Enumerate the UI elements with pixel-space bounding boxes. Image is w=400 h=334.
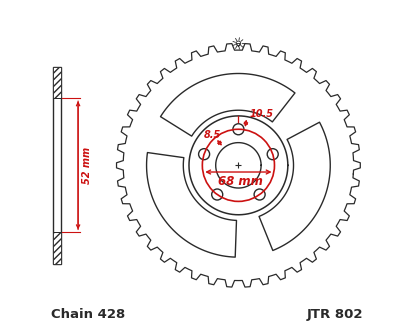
Polygon shape [53,67,61,264]
Text: 8.5: 8.5 [204,130,221,140]
Circle shape [212,189,223,200]
Circle shape [233,124,244,135]
Polygon shape [53,232,61,264]
Polygon shape [216,143,261,188]
Polygon shape [189,116,288,215]
Circle shape [198,149,210,160]
Text: JTR 802: JTR 802 [307,308,364,321]
Text: 10.5: 10.5 [250,109,274,119]
Polygon shape [53,67,61,98]
Text: Chain 428: Chain 428 [51,308,126,321]
Polygon shape [259,122,330,250]
Polygon shape [160,73,295,136]
Polygon shape [116,44,360,287]
Text: 68 mm: 68 mm [218,175,262,188]
Circle shape [254,189,265,200]
Circle shape [267,149,278,160]
Circle shape [236,41,241,46]
Polygon shape [146,153,236,257]
Text: 52 mm: 52 mm [82,147,92,184]
